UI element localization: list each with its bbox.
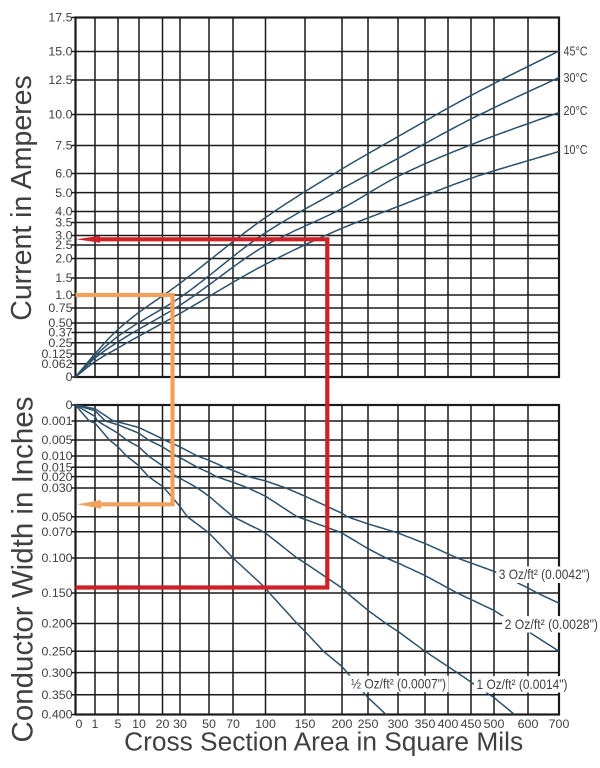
svg-text:0.030: 0.030 [41,481,72,495]
svg-text:1.0: 1.0 [55,288,72,302]
svg-text:250: 250 [358,717,379,731]
svg-text:0: 0 [76,717,83,731]
svg-text:½ Oz/ft² (0.0007"): ½ Oz/ft² (0.0007") [351,675,446,691]
svg-text:3.0: 3.0 [55,229,72,243]
svg-text:0.400: 0.400 [41,708,72,722]
svg-text:10.0: 10.0 [48,108,72,122]
svg-text:0.75: 0.75 [48,301,72,315]
svg-text:0.150: 0.150 [41,586,72,600]
svg-text:30: 30 [173,717,187,731]
svg-text:12.5: 12.5 [48,73,72,87]
svg-text:0.350: 0.350 [41,688,72,702]
svg-text:600: 600 [518,717,539,731]
svg-text:0.020: 0.020 [41,470,72,484]
svg-text:150: 150 [295,717,316,731]
svg-text:2 Oz/ft² (0.0028"): 2 Oz/ft² (0.0028") [505,616,598,632]
svg-text:30°C: 30°C [564,70,588,85]
svg-text:45°C: 45°C [564,43,588,58]
svg-text:3 Oz/ft² (0.0042"): 3 Oz/ft² (0.0042") [499,566,590,582]
svg-text:700: 700 [549,717,570,731]
svg-text:0: 0 [66,398,73,412]
svg-text:0.005: 0.005 [41,433,72,447]
svg-text:Current in Amperes: Current in Amperes [6,75,38,321]
svg-text:Cross Section Area in Square M: Cross Section Area in Square Mils [124,727,523,757]
svg-text:Conductor Width in Inches: Conductor Width in Inches [7,397,40,743]
svg-text:2.0: 2.0 [55,252,72,266]
svg-text:450: 450 [461,717,482,731]
svg-text:5.0: 5.0 [55,186,72,200]
svg-text:0.200: 0.200 [41,617,72,631]
svg-text:3.5: 3.5 [55,216,72,230]
svg-text:0.010: 0.010 [41,449,72,463]
svg-text:400: 400 [438,717,459,731]
svg-text:0.50: 0.50 [48,316,72,330]
svg-text:2.5: 2.5 [55,238,72,252]
svg-text:0.070: 0.070 [41,525,72,539]
svg-text:0.015: 0.015 [41,461,72,475]
svg-text:20: 20 [156,717,170,731]
svg-text:4.0: 4.0 [55,205,72,219]
svg-text:0.001: 0.001 [41,414,72,428]
svg-text:0.37: 0.37 [48,326,72,340]
svg-text:0.250: 0.250 [41,645,72,659]
svg-text:17.5: 17.5 [48,11,72,25]
svg-text:0.100: 0.100 [41,551,72,565]
svg-text:1: 1 [92,717,99,731]
svg-text:100: 100 [255,717,276,731]
svg-text:10°C: 10°C [564,142,588,157]
svg-text:6.0: 6.0 [55,167,72,181]
svg-text:0: 0 [66,370,73,384]
svg-text:500: 500 [484,717,505,731]
svg-text:1.5: 1.5 [55,271,72,285]
svg-text:15.0: 15.0 [48,45,72,59]
svg-text:0.050: 0.050 [41,510,72,524]
svg-text:300: 300 [388,717,409,731]
svg-text:50: 50 [202,717,216,731]
svg-text:0.125: 0.125 [41,347,72,361]
svg-text:7.5: 7.5 [55,139,72,153]
svg-text:10: 10 [132,717,146,731]
svg-text:0.062: 0.062 [41,357,72,371]
svg-text:5: 5 [115,717,122,731]
svg-text:350: 350 [415,717,436,731]
svg-text:200: 200 [332,717,353,731]
svg-text:20°C: 20°C [564,103,588,118]
svg-text:1 Oz/ft² (0.0014"): 1 Oz/ft² (0.0014") [477,676,568,692]
svg-text:0.300: 0.300 [41,666,72,680]
svg-text:0.25: 0.25 [48,336,72,350]
svg-text:70: 70 [226,717,240,731]
